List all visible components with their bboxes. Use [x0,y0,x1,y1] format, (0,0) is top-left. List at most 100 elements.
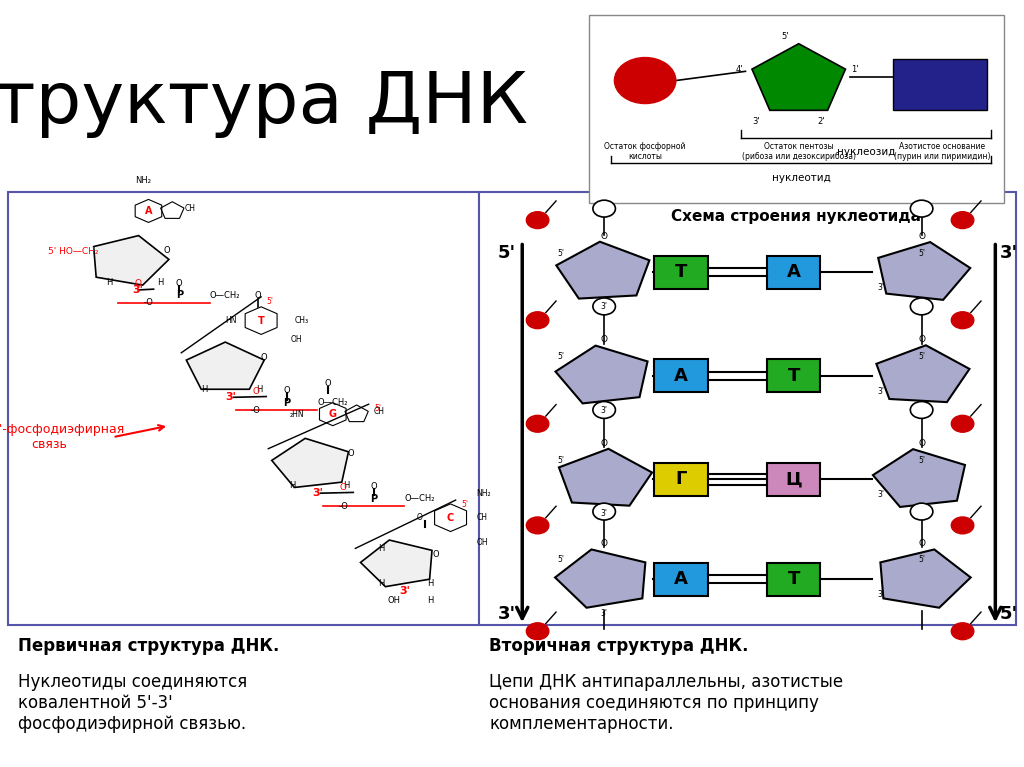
Text: Вторичная структура ДНК.: Вторичная структура ДНК. [489,637,749,654]
Text: C: C [446,512,455,523]
Text: ₂HN: ₂HN [290,410,304,419]
Text: Структура ДНК: Структура ДНК [0,69,528,138]
Text: P: P [284,397,290,408]
Text: H: H [378,544,384,553]
Circle shape [910,402,933,419]
Text: А: А [674,570,688,588]
Polygon shape [555,549,645,607]
Text: O—CH₂: O—CH₂ [404,494,435,503]
Text: 3': 3' [752,117,760,127]
Text: Т: Т [787,367,800,385]
Text: Схема строения нуклеотида: Схема строения нуклеотида [671,209,922,225]
Text: OH: OH [388,596,400,605]
Text: 3': 3' [878,590,884,599]
Circle shape [910,200,933,217]
Text: G: G [329,409,337,420]
Polygon shape [556,242,649,298]
Circle shape [614,58,676,104]
Text: нуклеозид: нуклеозид [837,147,896,157]
Text: 5': 5' [919,249,925,258]
Polygon shape [186,342,264,390]
Text: H: H [158,278,164,287]
Text: 5': 5' [558,456,564,465]
Text: 5'-3'-фосфодиэфирная
связь: 5'-3'-фосфодиэфирная связь [0,423,124,451]
Text: H: H [427,596,433,605]
Text: 5': 5' [498,244,516,262]
Circle shape [526,623,549,640]
Text: А: А [674,367,688,385]
Text: 5': 5' [558,555,564,565]
Text: NH₂: NH₂ [135,176,152,185]
Circle shape [951,212,974,229]
Text: Т: Т [675,263,687,281]
Text: O—CH₂: O—CH₂ [210,291,241,300]
Text: O: O [325,379,331,388]
Text: O: O [601,335,607,344]
Text: H: H [378,579,384,588]
Bar [654,255,708,288]
Text: O: O [348,449,354,458]
Bar [767,359,820,393]
Text: O: O [340,482,346,492]
Text: CH₃: CH₃ [295,316,309,325]
Text: Ц: Ц [785,470,802,489]
Text: -O: -O [338,502,348,511]
Text: 3': 3' [601,302,607,311]
Text: O—CH₂: O—CH₂ [317,398,348,407]
Text: O: O [795,33,803,42]
Text: 5': 5' [919,352,925,361]
Bar [479,192,1016,625]
Bar [893,59,987,110]
Text: 5': 5' [919,456,925,465]
Circle shape [593,503,615,520]
Text: H: H [427,579,433,588]
Polygon shape [93,235,169,285]
Text: 3': 3' [133,285,143,295]
Polygon shape [555,346,647,403]
Text: O: O [919,232,925,241]
Polygon shape [559,449,652,505]
Text: Нуклеотиды соединяются
ковалентной 5'-3'
фосфодиэфирной связью.: Нуклеотиды соединяются ковалентной 5'-3'… [18,673,248,733]
Text: CH: CH [184,204,196,213]
Text: H: H [343,481,349,490]
Text: 3': 3' [498,604,516,623]
Text: 1': 1' [851,64,859,74]
Text: CH: CH [374,407,385,416]
Text: O: O [919,439,925,448]
Text: 5': 5' [558,249,564,258]
Text: Азотистое основание
(пурин или пиримидин): Азотистое основание (пурин или пиримидин… [894,142,990,161]
Text: 3': 3' [312,488,323,499]
Text: CH: CH [476,513,487,522]
Circle shape [910,503,933,520]
Text: Цепи ДНК антипараллельны, азотистые
основания соединяются по принципу
комплемент: Цепи ДНК антипараллельны, азотистые осно… [489,673,844,733]
Text: 3': 3' [601,609,607,618]
Bar [654,563,708,595]
Circle shape [951,517,974,534]
Text: Остаток пентозы
(рибоза или дезоксирибоза): Остаток пентозы (рибоза или дезоксирибоз… [741,142,856,161]
Text: 5': 5' [462,500,469,509]
Text: 3': 3' [399,586,410,597]
Circle shape [910,298,933,314]
Text: O: O [601,232,607,241]
Text: H: H [256,385,262,394]
Text: Г: Г [675,470,687,489]
Bar [589,15,1004,203]
Circle shape [526,517,549,534]
Circle shape [593,200,615,217]
Circle shape [593,298,615,314]
Circle shape [526,416,549,433]
Text: нуклеотид: нуклеотид [772,173,830,183]
Text: O: O [919,538,925,548]
Polygon shape [879,242,971,300]
Text: 3': 3' [999,244,1018,262]
Text: H: H [106,278,113,287]
Text: HN: HN [225,316,238,325]
Text: 2': 2' [817,117,825,127]
Text: 5': 5' [919,555,925,565]
Polygon shape [881,549,971,607]
Text: H: H [202,385,208,394]
Text: NH₂: NH₂ [476,489,490,498]
Text: 3': 3' [878,490,884,499]
Text: 3': 3' [601,509,607,518]
Circle shape [951,416,974,433]
